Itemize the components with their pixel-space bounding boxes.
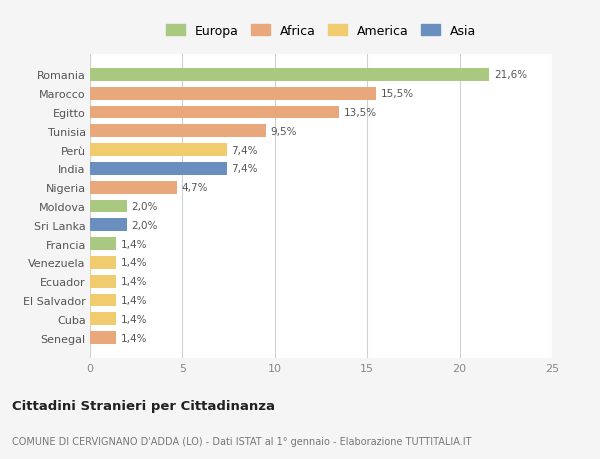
Bar xyxy=(90,275,116,288)
Bar xyxy=(90,106,340,119)
Bar xyxy=(90,88,376,101)
Bar xyxy=(90,238,116,251)
Bar xyxy=(90,200,127,213)
Bar xyxy=(90,294,116,307)
Legend: Europa, Africa, America, Asia: Europa, Africa, America, Asia xyxy=(166,25,476,38)
Text: 7,4%: 7,4% xyxy=(232,164,258,174)
Text: 4,7%: 4,7% xyxy=(181,183,208,193)
Bar xyxy=(90,313,116,325)
Bar xyxy=(90,162,227,175)
Text: 1,4%: 1,4% xyxy=(121,258,147,268)
Text: COMUNE DI CERVIGNANO D'ADDA (LO) - Dati ISTAT al 1° gennaio - Elaborazione TUTTI: COMUNE DI CERVIGNANO D'ADDA (LO) - Dati … xyxy=(12,436,472,446)
Bar xyxy=(90,219,127,232)
Text: 15,5%: 15,5% xyxy=(381,89,414,99)
Bar xyxy=(90,69,489,82)
Text: 9,5%: 9,5% xyxy=(270,127,296,136)
Text: 2,0%: 2,0% xyxy=(131,220,158,230)
Text: 1,4%: 1,4% xyxy=(121,314,147,324)
Bar xyxy=(90,181,177,194)
Text: 2,0%: 2,0% xyxy=(131,202,158,212)
Bar xyxy=(90,144,227,157)
Text: 1,4%: 1,4% xyxy=(121,277,147,286)
Text: 13,5%: 13,5% xyxy=(344,108,377,118)
Text: 7,4%: 7,4% xyxy=(232,146,258,155)
Text: 1,4%: 1,4% xyxy=(121,333,147,343)
Bar xyxy=(90,125,266,138)
Bar xyxy=(90,331,116,344)
Text: 1,4%: 1,4% xyxy=(121,239,147,249)
Text: Cittadini Stranieri per Cittadinanza: Cittadini Stranieri per Cittadinanza xyxy=(12,399,275,412)
Text: 1,4%: 1,4% xyxy=(121,295,147,305)
Bar xyxy=(90,257,116,269)
Text: 21,6%: 21,6% xyxy=(494,70,527,80)
